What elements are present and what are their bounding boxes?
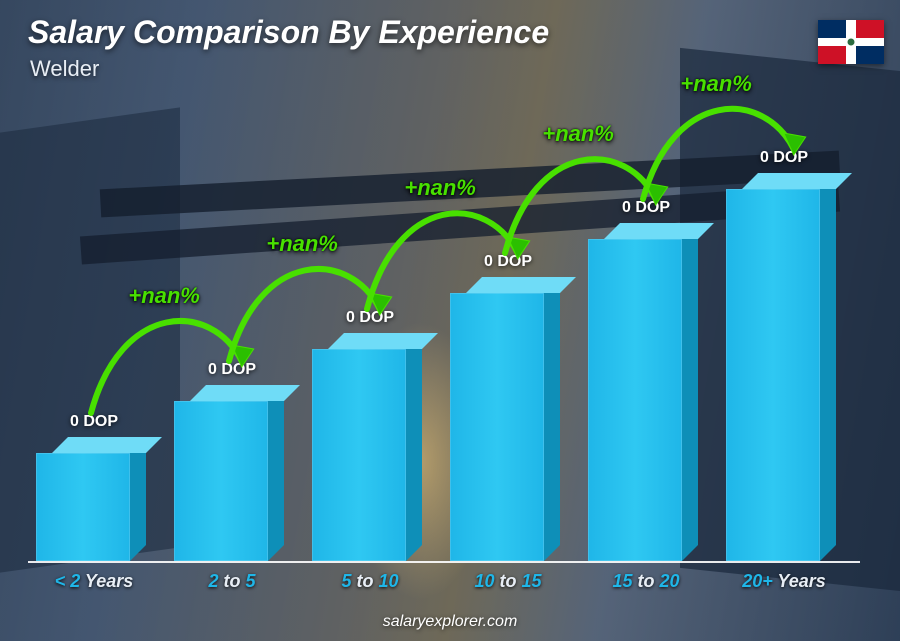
bar-value-label: 0 DOP (162, 361, 302, 379)
bar-top (742, 173, 852, 189)
x-axis-label: 5 to 10 (300, 571, 440, 592)
bar-value-label: 0 DOP (714, 149, 854, 167)
percent-change-label: +nan% (404, 175, 476, 201)
bar-chart: 0 DOP< 2 Years 0 DOP2 to 5 +nan% 0 DOP5 to … (28, 100, 860, 561)
bar: 0 DOP5 to 10 (312, 333, 422, 561)
bar-top (190, 385, 300, 401)
x-axis-label: 2 to 5 (162, 571, 302, 592)
bar-top (52, 437, 162, 453)
chart-baseline (28, 561, 860, 563)
infographic-stage: Salary Comparison By Experience Welder A… (0, 0, 900, 641)
chart-subtitle: Welder (30, 56, 99, 82)
x-axis-label: 10 to 15 (438, 571, 578, 592)
bar-side (406, 333, 422, 561)
bar: 0 DOP< 2 Years (36, 437, 146, 561)
x-axis-label: 20+ Years (714, 571, 854, 592)
bar: 0 DOP2 to 5 (174, 385, 284, 561)
bar-value-label: 0 DOP (438, 253, 578, 271)
bar-top (466, 277, 576, 293)
bar-value-label: 0 DOP (576, 199, 716, 217)
country-flag-icon (818, 20, 884, 64)
bar-side (268, 385, 284, 561)
percent-change-label: +nan% (128, 283, 200, 309)
bar-value-label: 0 DOP (24, 413, 164, 431)
bar: 0 DOP15 to 20 (588, 223, 698, 561)
percent-change-label: +nan% (266, 231, 338, 257)
bar-front (726, 189, 820, 561)
bar-front (174, 401, 268, 561)
percent-change-label: +nan% (542, 121, 614, 147)
bar-value-label: 0 DOP (300, 309, 440, 327)
bar-front (312, 349, 406, 561)
bar-front (36, 453, 130, 561)
bar: 0 DOP20+ Years (726, 173, 836, 561)
bar-top (328, 333, 438, 349)
bar-side (820, 173, 836, 561)
bar-side (130, 437, 146, 561)
bar-front (450, 293, 544, 561)
bar-side (544, 277, 560, 561)
x-axis-label: 15 to 20 (576, 571, 716, 592)
bar-top (604, 223, 714, 239)
bar-front (588, 239, 682, 561)
bar-side (682, 223, 698, 561)
x-axis-label: < 2 Years (24, 571, 164, 592)
percent-change-label: +nan% (680, 71, 752, 97)
chart-title: Salary Comparison By Experience (28, 14, 549, 51)
footer-credit: salaryexplorer.com (0, 613, 900, 631)
bar: 0 DOP10 to 15 (450, 277, 560, 561)
